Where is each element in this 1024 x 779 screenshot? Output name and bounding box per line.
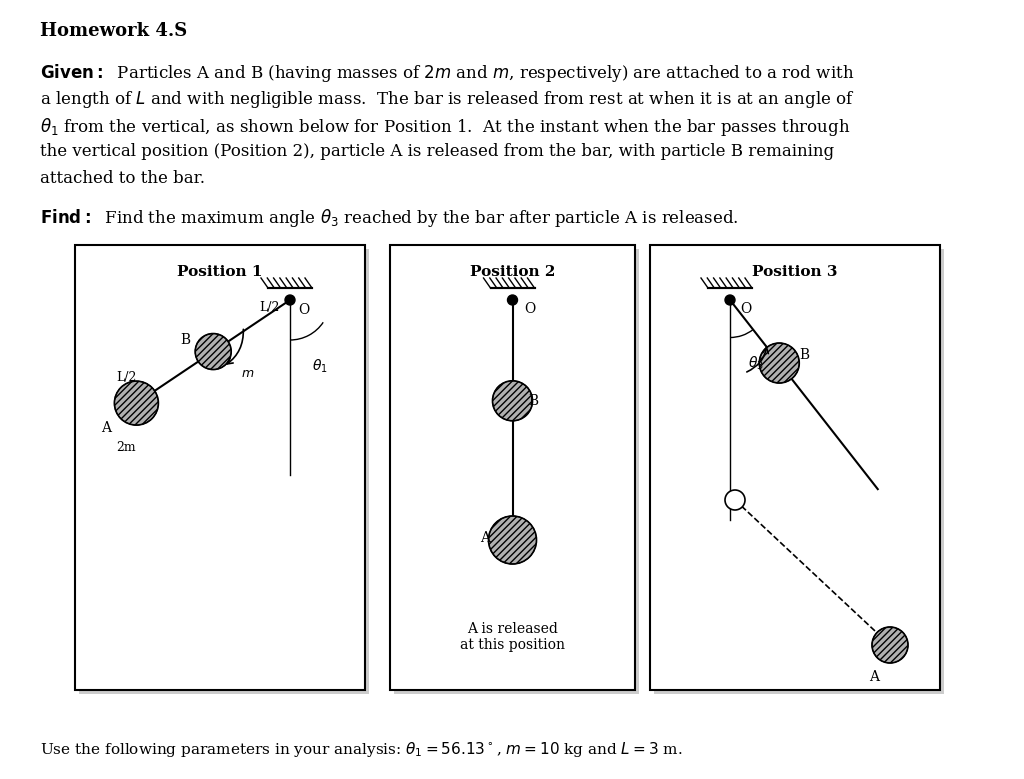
- Circle shape: [872, 627, 908, 663]
- Circle shape: [285, 295, 295, 305]
- Text: O: O: [298, 303, 309, 317]
- Circle shape: [493, 381, 532, 421]
- Text: L/2: L/2: [260, 301, 280, 314]
- Text: A: A: [869, 670, 879, 684]
- Text: B: B: [528, 394, 539, 407]
- Circle shape: [725, 490, 745, 510]
- Text: attached to the bar.: attached to the bar.: [40, 170, 205, 187]
- Text: O: O: [740, 302, 752, 316]
- Bar: [79, 249, 369, 694]
- Text: the vertical position (Position 2), particle A is released from the bar, with pa: the vertical position (Position 2), part…: [40, 143, 835, 160]
- Text: $\bf{Find:}$  Find the maximum angle $\theta_3$ reached by the bar after particl: $\bf{Find:}$ Find the maximum angle $\th…: [40, 207, 738, 229]
- Text: Position 1: Position 1: [177, 265, 263, 279]
- Bar: [394, 249, 639, 694]
- Circle shape: [488, 516, 537, 564]
- Bar: [390, 245, 635, 690]
- Text: $\theta_1$ from the vertical, as shown below for Position 1.  At the instant whe: $\theta_1$ from the vertical, as shown b…: [40, 116, 850, 138]
- Text: Position 2: Position 2: [470, 265, 555, 279]
- Circle shape: [196, 333, 231, 369]
- Text: O: O: [524, 302, 536, 316]
- Text: $\bf{Given:}$  Particles A and B (having masses of $2m$ and $m$, respectively) a: $\bf{Given:}$ Particles A and B (having …: [40, 62, 854, 84]
- Text: a length of $L$ and with negligible mass.  The bar is released from rest at when: a length of $L$ and with negligible mass…: [40, 89, 855, 110]
- Text: $m$: $m$: [242, 367, 255, 379]
- Text: $\theta_3$: $\theta_3$: [748, 355, 764, 372]
- Bar: [75, 245, 365, 690]
- Text: $\theta_1$: $\theta_1$: [312, 358, 328, 375]
- Circle shape: [759, 343, 800, 383]
- Text: A is released
at this position: A is released at this position: [460, 622, 565, 652]
- Text: Position 3: Position 3: [753, 265, 838, 279]
- Text: A: A: [101, 421, 112, 435]
- Bar: [650, 245, 940, 690]
- Text: A: A: [480, 531, 490, 545]
- Bar: [654, 249, 944, 694]
- Text: L/2: L/2: [117, 371, 137, 384]
- Circle shape: [115, 381, 159, 425]
- Circle shape: [725, 295, 735, 305]
- Text: 2m: 2m: [117, 441, 136, 454]
- Text: B: B: [180, 333, 190, 347]
- Text: Homework 4.S: Homework 4.S: [40, 22, 187, 40]
- Text: Use the following parameters in your analysis: $\theta_1 = 56.13^\circ$, $m = 10: Use the following parameters in your ana…: [40, 740, 683, 759]
- Circle shape: [508, 295, 517, 305]
- Text: B: B: [800, 348, 809, 362]
